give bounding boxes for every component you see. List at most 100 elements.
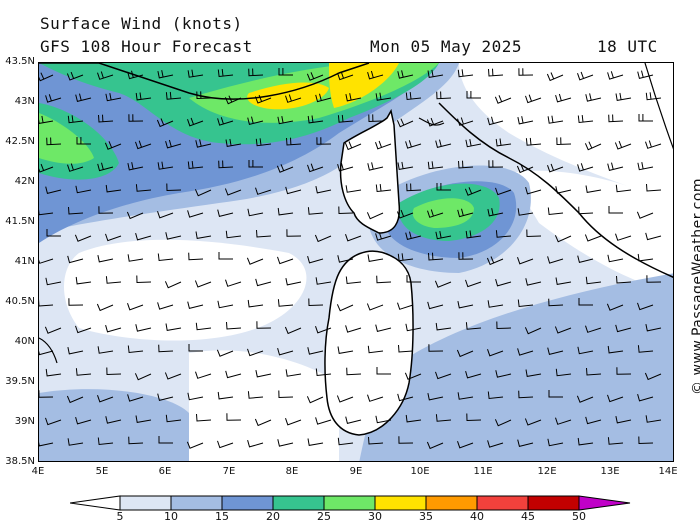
wind-barb [136,275,152,284]
legend-label: 20 [266,510,280,523]
wind-barb [306,396,324,404]
y-label: 39.5N [5,376,35,387]
wind-barb [135,232,152,241]
wind-barb [517,439,534,448]
wind-barb [157,393,174,402]
wind-barb [248,68,264,77]
wind-barb [615,415,632,424]
wind-barb [135,92,152,101]
italy-coastline [438,102,673,278]
wind-barb [315,326,332,334]
wind-barb [338,206,354,215]
wind-barb [134,373,152,381]
wind-barb [127,303,144,311]
wind-barb [158,344,174,353]
wind-barb [255,278,272,287]
wind-barb [426,441,444,450]
wind-barb [405,231,422,241]
wind-barb [67,438,84,446]
wind-barb [375,232,392,241]
wind-barb [457,300,474,309]
wind-barb [615,92,632,101]
wind-barb [525,94,542,104]
wind-barb [466,91,481,99]
wind-barb [586,367,602,376]
wind-barb [638,436,654,445]
wind-barb [195,322,212,331]
legend-swatch [170,495,223,511]
wind-barb [166,183,182,192]
wind-barb [405,323,422,332]
wind-barb [226,321,242,330]
wind-barb [427,161,444,170]
wind-barb [345,93,362,102]
wind-barb [98,206,114,214]
wind-barb [247,116,264,126]
wind-barb [218,160,234,169]
wind-barb [517,208,534,216]
y-label: 40.5N [5,296,35,307]
wind-barb [457,392,474,400]
wind-barb [495,138,512,147]
wind-barb [195,139,212,148]
wind-barb [516,164,534,174]
y-label: 41N [14,256,35,267]
wind-barb [308,298,324,307]
wind-barb [196,413,212,422]
wind-barb [548,390,563,398]
wind-barb [255,369,272,378]
wind-field-svg [39,63,673,461]
wind-barb [368,436,384,445]
wind-barbs [39,68,662,450]
wind-barb [428,252,444,261]
wind-barb [367,254,384,262]
wind-barb [615,324,632,333]
legend-label: 5 [116,510,124,523]
y-label: 43.5N [5,56,35,67]
legend-label: 30 [368,510,382,523]
wind-barb [517,348,534,356]
wind-barb [195,231,212,239]
wind-barb [525,186,542,195]
wind-barb [217,69,234,78]
wind-barb [487,440,504,448]
calm-area-south [189,350,339,461]
wind-barb [337,437,354,446]
wind-barb [427,209,444,218]
wind-barb [105,324,122,333]
wind-barb [487,300,504,308]
wind-barb [585,325,602,333]
wind-barb [366,303,384,311]
wind-barb [585,185,602,193]
wind-barb [436,183,451,191]
wind-barb [397,70,414,79]
wind-barb [487,391,504,400]
wind-barb [487,116,504,126]
legend-swatch [323,495,376,511]
wind-barb [105,416,122,424]
wind-barb [314,234,332,243]
legend-label: 45 [521,510,535,523]
wind-barb [97,395,114,403]
x-label: 13E [600,466,620,477]
wind-barb [225,279,242,287]
wind-barb [39,441,54,447]
wind-barb [607,345,624,354]
legend-swatch [272,495,325,511]
wind-barb [578,206,594,215]
wind-barb [194,280,212,288]
wind-barb [607,437,624,445]
wind-barb [398,436,414,444]
wind-barb [164,281,182,289]
wind-barb [434,280,452,288]
wind-barb [345,185,362,193]
y-label: 42N [14,176,35,187]
wind-barb [577,163,594,172]
wind-barb [315,185,332,194]
wind-barb [615,233,632,241]
wind-barb [494,419,512,427]
wind-barb [577,71,594,81]
wind-barb [165,232,182,240]
balearic-coastline [39,337,58,364]
wind-barb [45,277,62,286]
